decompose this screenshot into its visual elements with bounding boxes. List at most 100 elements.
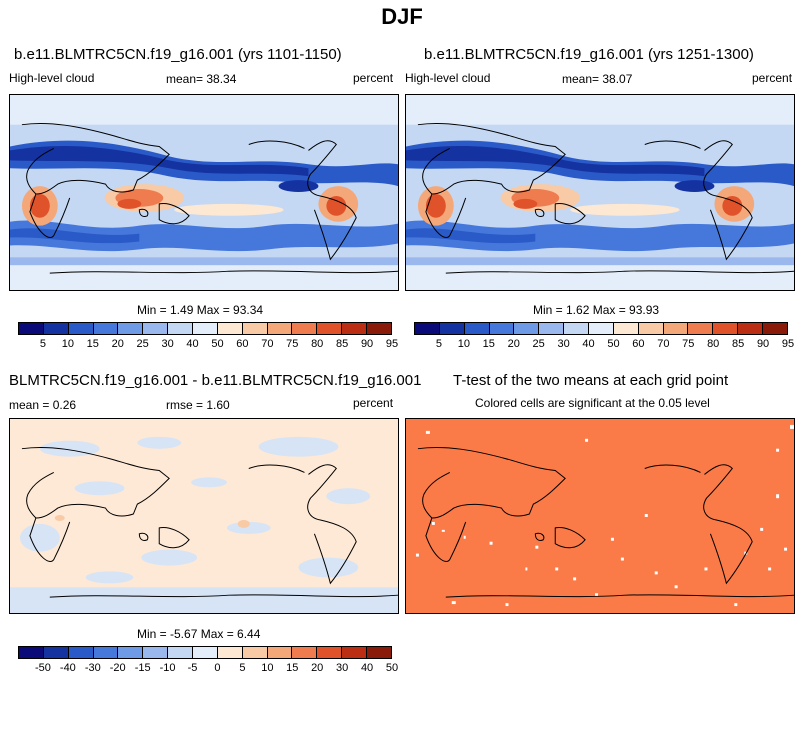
colorbar-swatch xyxy=(638,323,664,334)
colorbar-swatch xyxy=(713,323,739,334)
main-title: DJF xyxy=(381,4,423,29)
colorbar-tick-label: 70 xyxy=(657,338,670,350)
panel2-minmax: Min = 1.62 Max = 93.93 xyxy=(533,303,660,317)
colorbar-tick-label: 30 xyxy=(161,338,174,350)
colorbar-tick-label: 40 xyxy=(186,338,199,350)
colorbar-tick-label: 0 xyxy=(214,662,221,674)
colorbar-tick-label: 20 xyxy=(507,338,520,350)
colorbar-tick-label: 60 xyxy=(236,338,249,350)
colorbar-tick-label: 80 xyxy=(311,338,324,350)
colorbar-swatch xyxy=(68,647,94,658)
panel3-map xyxy=(9,418,399,614)
panel4-map xyxy=(405,418,795,614)
colorbar-swatch xyxy=(738,323,764,334)
panel2-map xyxy=(405,94,795,291)
panel2-mean: mean= 38.07 xyxy=(562,72,633,86)
colorbar-swatch xyxy=(93,647,119,658)
colorbar-tick-label: 15 xyxy=(86,338,99,350)
panel4-title: T-test of the two means at each grid poi… xyxy=(453,372,729,389)
colorbar-swatch xyxy=(118,647,144,658)
panel3-minmax: Min = -5.67 Max = 6.44 xyxy=(137,627,261,641)
colorbar-tick-label: 30 xyxy=(336,662,349,674)
colorbar-tick-label: 95 xyxy=(385,338,399,350)
colorbar-swatch xyxy=(242,323,268,334)
colorbar-swatch xyxy=(118,323,144,334)
ttest-field xyxy=(406,419,794,613)
colorbar-tick-label: 20 xyxy=(311,662,324,674)
colorbar-tick-label: 10 xyxy=(457,338,470,350)
colorbar-tick-label: 5 xyxy=(39,338,46,350)
colorbar-swatch xyxy=(342,647,368,658)
colorbar-swatch xyxy=(193,323,218,334)
colorbar-swatch xyxy=(267,647,293,658)
colorbar-swatch xyxy=(464,323,490,334)
colorbar-tick-label: 50 xyxy=(211,338,224,350)
panel4-subtitle: Colored cells are significant at the 0.0… xyxy=(475,396,710,410)
colorbar-tick-label: 50 xyxy=(607,338,620,350)
colorbar-swatch xyxy=(415,323,440,334)
colorbar-tick-label: 60 xyxy=(632,338,645,350)
colorbar-tick-label: 10 xyxy=(61,338,74,350)
colorbar-tick-label: 10 xyxy=(261,662,274,674)
panel1-title: b.e11.BLMTRC5CN.f19_g16.001 (yrs 1101-11… xyxy=(14,46,342,63)
colorbar-swatch xyxy=(317,323,343,334)
panel3-mean: mean = 0.26 xyxy=(9,398,77,412)
colorbar-tick-label: -5 xyxy=(187,662,198,674)
colorbar-tick-label: 25 xyxy=(532,338,545,350)
colorbar-tick-label: 30 xyxy=(557,338,570,350)
colorbar-swatch xyxy=(68,323,94,334)
colorbar-tick-label: 85 xyxy=(336,338,349,350)
colorbar-swatch xyxy=(143,647,169,658)
colorbar-swatch xyxy=(489,323,515,334)
panel3-units: percent xyxy=(353,396,394,410)
panel1-minmax: Min = 1.49 Max = 93.34 xyxy=(137,303,264,317)
colorbar-tick-label: 90 xyxy=(756,338,770,350)
panel1-mean: mean= 38.34 xyxy=(166,72,237,86)
panel1-variable-label: High-level cloud xyxy=(9,71,95,85)
colorbar-swatch xyxy=(19,647,44,658)
colorbar-tick-label: 70 xyxy=(261,338,274,350)
colorbar-swatch xyxy=(217,647,243,658)
colorbar-tick-label: -20 xyxy=(109,662,126,674)
colorbar-swatch xyxy=(43,647,69,658)
panel2-title: b.e11.BLMTRC5CN.f19_g16.001 (yrs 1251-13… xyxy=(424,46,754,63)
colorbar-swatch xyxy=(514,323,540,334)
colorbar-tick-label: -30 xyxy=(84,662,101,674)
colorbar-swatch xyxy=(168,323,194,334)
colorbar-swatch xyxy=(217,323,243,334)
colorbar-tick-label: 95 xyxy=(781,338,795,350)
colorbar-swatch xyxy=(317,647,343,658)
colorbar-swatch xyxy=(439,323,465,334)
colorbar-swatch xyxy=(193,647,218,658)
colorbar-tick-label: 40 xyxy=(360,662,374,674)
panel3-title: BLMTRC5CN.f19_g16.001 - b.e11.BLMTRC5CN.… xyxy=(9,372,422,389)
colorbar-swatch xyxy=(267,323,293,334)
colorbar-tick-label: 5 xyxy=(435,338,442,350)
panel3-rmse: rmse = 1.60 xyxy=(166,398,230,412)
colorbar-swatch xyxy=(292,323,318,334)
colorbar-swatch xyxy=(143,323,169,334)
colorbar-tick-label: -10 xyxy=(159,662,176,674)
colorbar-swatch xyxy=(342,323,368,334)
colorbar-swatch xyxy=(539,323,565,334)
panel3-colorbar xyxy=(18,646,392,659)
colorbar-swatch xyxy=(367,323,391,334)
colorbar-tick-label: 50 xyxy=(385,662,399,674)
colorbar-swatch xyxy=(663,323,689,334)
colorbar-tick-label: 75 xyxy=(286,338,299,350)
colorbar-tick-label: 15 xyxy=(286,662,299,674)
colorbar-swatch xyxy=(292,647,318,658)
colorbar-tick-label: 85 xyxy=(732,338,745,350)
panel2-variable-label: High-level cloud xyxy=(405,71,491,85)
colorbar-tick-label: -15 xyxy=(134,662,151,674)
colorbar-swatch xyxy=(589,323,614,334)
colorbar-swatch xyxy=(763,323,787,334)
colorbar-tick-label: 20 xyxy=(111,338,124,350)
colorbar-swatch xyxy=(688,323,714,334)
colorbar-swatch xyxy=(564,323,590,334)
colorbar-tick-label: 90 xyxy=(360,338,374,350)
colorbar-tick-label: -40 xyxy=(59,662,76,674)
colorbar-swatch xyxy=(168,647,194,658)
colorbar-tick-label: 75 xyxy=(682,338,695,350)
colorbar-swatch xyxy=(242,647,268,658)
